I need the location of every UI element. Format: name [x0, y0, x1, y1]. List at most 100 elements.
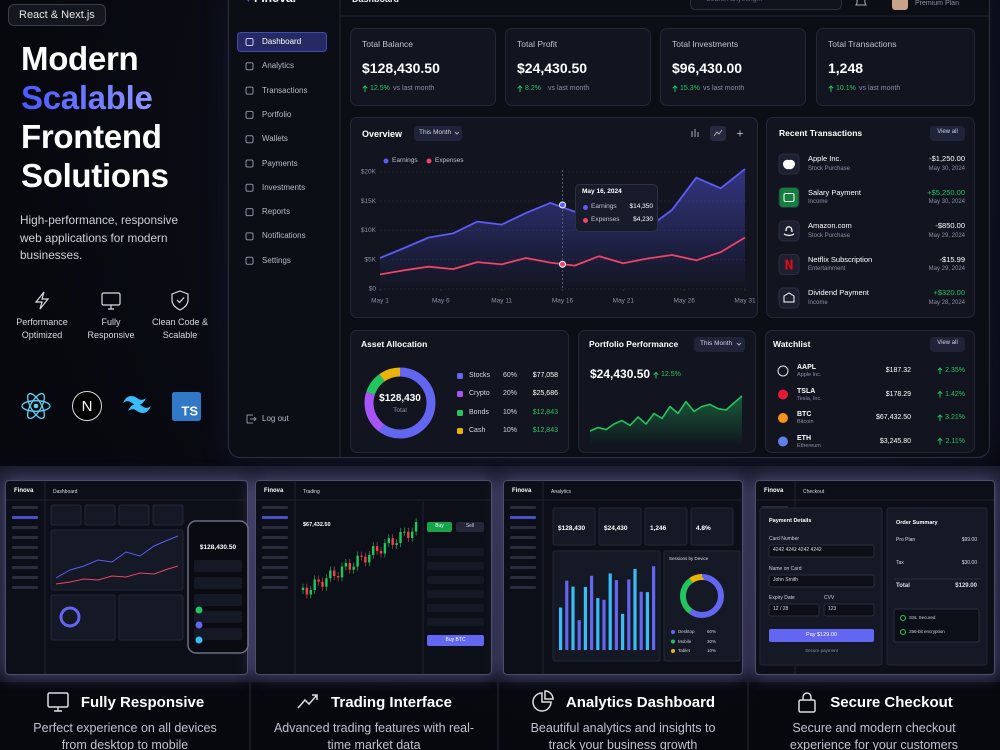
period-dropdown[interactable] [414, 126, 462, 141]
feature-description: Beautiful analytics and insights to trac… [530, 721, 716, 750]
watch-change: 1.42% [945, 390, 965, 398]
field-label: Card Number [769, 536, 800, 542]
phone-balance: $128,430.50 [199, 544, 237, 551]
ts-logo [172, 392, 201, 421]
field-label: CVV [824, 595, 835, 601]
tooltip-dot-key [583, 218, 588, 223]
nav-label: Wallets [262, 134, 288, 144]
feature-icon [296, 690, 320, 714]
bolt-icon [34, 291, 50, 310]
summary-label: Tax [896, 559, 904, 566]
security-label: SSL Secured [909, 615, 936, 620]
monitor-icon [101, 292, 121, 306]
feature-icon [531, 690, 555, 714]
feature-label: Fully Responsive [87, 317, 135, 340]
feature-heading: Secure Checkout [749, 690, 999, 714]
summary-label: Total [896, 583, 910, 589]
preview-card [255, 480, 492, 675]
legend-label: Earnings [392, 157, 418, 164]
feature-label: Performance Optimized [16, 317, 68, 340]
stat-label: Total Profit [517, 39, 558, 49]
feature-title: Trading Interface [331, 693, 452, 711]
analytics-legend-value: 60% [706, 629, 716, 634]
headline-line: Modern [21, 40, 139, 77]
nav-label: Dashboard [262, 37, 302, 46]
panel-title: Portfolio Performance [589, 339, 679, 349]
next-logo [72, 391, 102, 421]
hero-description: High-performance, responsive web applica… [20, 213, 179, 262]
field-value: 123 [828, 606, 837, 612]
feature-description: Secure and modern checkout experience fo… [789, 721, 959, 750]
panel-title: Recent Transactions [779, 128, 863, 138]
preview-card [503, 480, 743, 675]
react-core [33, 403, 39, 409]
analytics-legend-value: 30% [706, 638, 716, 644]
watch-price: $3,245.80 [879, 437, 911, 445]
transaction-name: Dividend Payment [808, 288, 869, 297]
stat-change: 12.5% [370, 85, 390, 92]
tooltip-name: Earnings [591, 203, 617, 210]
view-all-label: View all [937, 340, 958, 346]
field-value: 4242 4242 4242 4242 [773, 547, 822, 553]
transaction-amount: -$850.00 [935, 221, 965, 230]
analytics-stat-value: 4.8% [696, 525, 711, 532]
nav-item[interactable] [237, 32, 327, 52]
preview-logo: Finova [264, 488, 284, 494]
donut-total-label: Total [393, 407, 407, 414]
logout-label: Log out [262, 414, 289, 423]
watch-symbol: TSLA [797, 387, 816, 395]
asset-percent: 20% [503, 390, 518, 398]
summary-amount: $129.00 [955, 583, 977, 589]
stat-label: Total Transactions [828, 39, 897, 49]
stat-value: $96,430.00 [672, 60, 743, 76]
field-label: Name on Card [769, 566, 802, 572]
preview-card [5, 480, 248, 675]
legend-swatch [457, 409, 463, 416]
transaction-amount: +$320.00 [933, 288, 966, 297]
tooltip-value: $14,350 [629, 203, 654, 210]
asset-amount: $12,843 [532, 408, 558, 416]
transaction-amount: +$5,250.00 [927, 187, 965, 197]
nav-label: Notifications [262, 231, 306, 241]
preview-logo: Finova [14, 488, 34, 494]
nav-label: Transactions [262, 85, 308, 95]
nav-label: Analytics [262, 61, 295, 71]
nav-label: Payments [262, 158, 298, 168]
summary-heading: Order Summary [896, 520, 938, 526]
stat-value: $24,430.50 [517, 60, 588, 76]
panel-title: Asset Allocation [361, 339, 428, 349]
field-value: 12 / 28 [773, 606, 789, 612]
stat-change: 10.1% [836, 85, 856, 92]
watch-name: Apple Inc. [797, 372, 822, 378]
view-all-button[interactable] [930, 126, 965, 141]
analytics-stat-value: $128,430 [558, 525, 586, 532]
stat-note: vs last month [548, 85, 590, 92]
search-box[interactable] [690, 0, 842, 10]
watch-price: $67,432.50 [875, 414, 911, 421]
buy-button-label: Buy BTC [445, 636, 466, 643]
field-value: John Smith [773, 577, 799, 583]
feature-icon [46, 690, 70, 714]
view-all-button[interactable] [930, 337, 965, 352]
user-plan: Premium Plan [915, 0, 959, 7]
feature-title: Analytics Dashboard [565, 693, 716, 711]
summary-amount: $99.00 [961, 537, 977, 543]
react-orbit [26, 392, 46, 420]
overview-panel [350, 117, 758, 318]
transaction-amount: -$15.99 [939, 254, 965, 264]
logo: Finova. [254, 0, 296, 6]
transaction-category: Income [808, 199, 828, 205]
legend-swatch [457, 427, 463, 434]
asset-percent: 60% [503, 372, 518, 379]
analytics-chart-title: Sessions by Device [669, 556, 709, 561]
summary-label: Pro Plan [896, 537, 916, 543]
tooltip-date: May 16, 2024 [582, 188, 622, 195]
preview-title: Analytics [551, 489, 572, 495]
legend-label: Expenses [435, 157, 464, 164]
stat-card [505, 28, 651, 106]
period-dropdown[interactable] [694, 337, 745, 352]
watch-price: $178.29 [885, 390, 911, 398]
sell-label: Sell [465, 523, 475, 529]
monitor-stand [108, 305, 114, 310]
